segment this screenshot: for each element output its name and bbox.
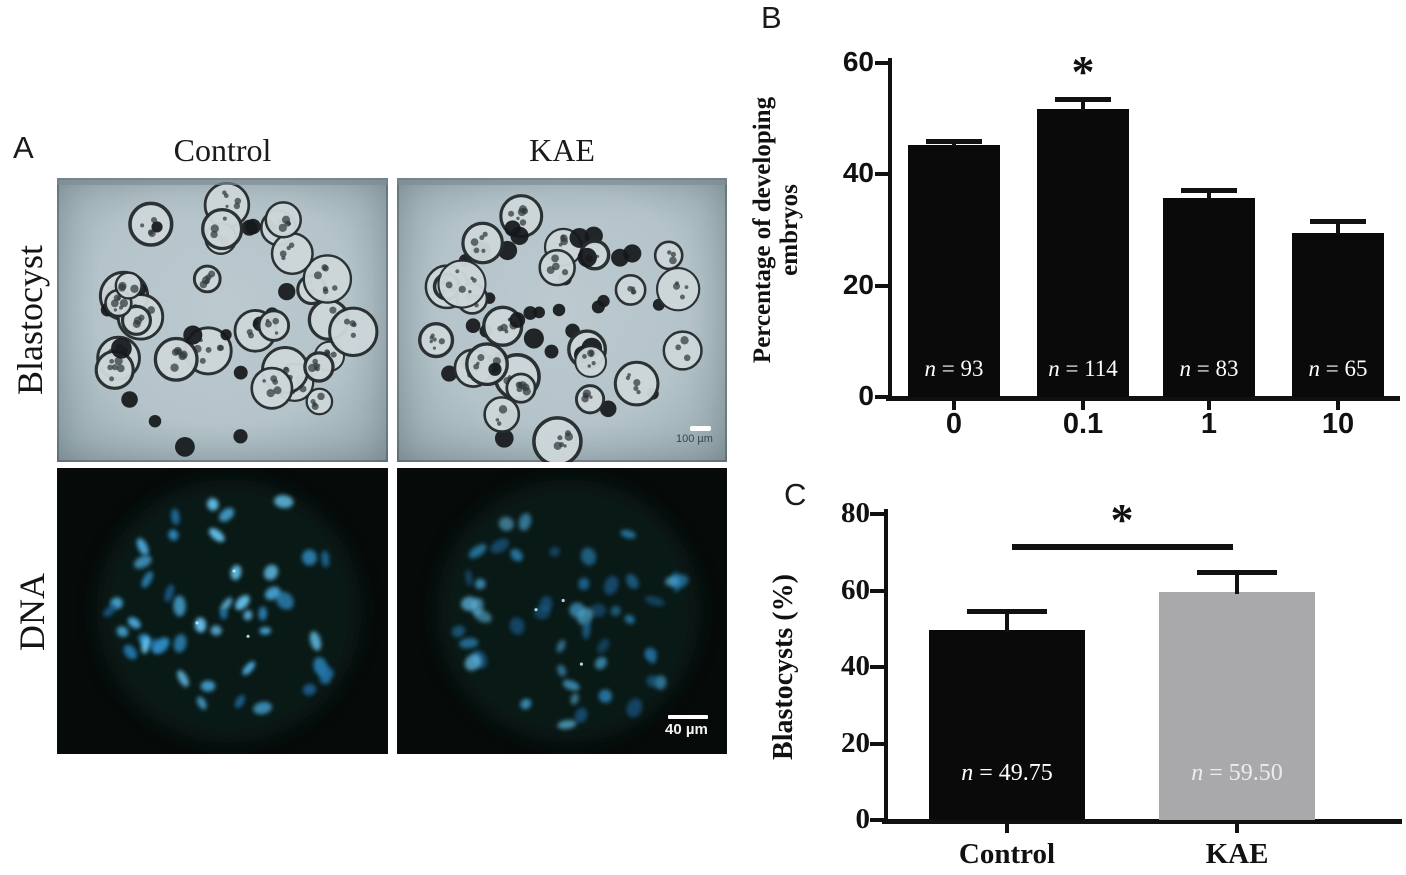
n-italic: n: [1048, 356, 1060, 381]
error-bar-cap: [1181, 188, 1237, 194]
y-tick-mark: [870, 818, 884, 822]
x-tick-mark: [1005, 824, 1009, 833]
y-tick-mark: [870, 588, 884, 593]
bar-0: [908, 145, 1000, 397]
error-bar-stem: [1336, 223, 1340, 235]
x-tick-mark: [1336, 401, 1340, 410]
error-bar-cap: [1055, 96, 1111, 102]
micrograph-edge: [397, 178, 727, 185]
scale-bar-40um-label: 40 µm: [665, 721, 708, 738]
bar-0.1: [1037, 108, 1129, 397]
y-tick-label: 40: [842, 157, 874, 189]
bar-n-label: n = 59.50: [1191, 760, 1283, 786]
y-tick-mark: [875, 283, 888, 288]
y-tick-mark: [875, 172, 888, 177]
panel-b-label: B: [761, 0, 782, 35]
column-header-control: Control: [173, 132, 272, 168]
column-header-kae: KAE: [529, 132, 595, 168]
y-axis-line: [884, 509, 888, 824]
bar-KAE: [1159, 592, 1315, 820]
bar-n-label: n = 49.75: [961, 760, 1053, 786]
significance-line: [1012, 544, 1233, 550]
y-tick-mark: [875, 60, 888, 65]
y-tick-mark: [870, 665, 884, 669]
x-tick-label: KAE: [1205, 838, 1269, 870]
bar-n-label: n = 114: [1048, 356, 1118, 381]
y-tick-label: 60: [841, 573, 870, 606]
y-tick-label: 20: [841, 726, 870, 759]
blastocyst-control-image: [94, 181, 379, 457]
micrograph-blastocyst-control: [57, 178, 388, 462]
dna-kae-image: [436, 479, 701, 743]
significance-asterisk: *: [1110, 494, 1134, 545]
bar-n-label: n = 83: [1179, 356, 1239, 381]
bar-1: [1163, 197, 1255, 397]
blastocyst-kae-image: [418, 194, 703, 462]
row-label-dna: DNA: [12, 573, 52, 651]
n-italic: n: [924, 356, 937, 381]
x-tick-mark: [952, 401, 956, 410]
error-bar-cap: [1197, 570, 1277, 576]
panel-c-label: C: [784, 477, 807, 512]
y-tick-label: 0: [858, 380, 874, 411]
significance-asterisk: *: [1071, 45, 1095, 97]
n-italic: n: [1179, 356, 1192, 381]
error-bar-stem: [1081, 100, 1085, 111]
x-tick-label: 1: [1200, 408, 1218, 440]
bar-Control: [929, 629, 1085, 820]
micrograph-dna-control: [57, 468, 388, 754]
x-tick-mark: [1207, 401, 1211, 410]
x-tick-label: 10: [1321, 408, 1355, 440]
y-tick-label: 60: [842, 45, 874, 77]
n-italic: n: [1308, 356, 1321, 381]
y-tick-mark: [870, 512, 884, 516]
scale-bar-40um: [668, 715, 708, 719]
n-italic: n: [1191, 760, 1204, 786]
x-axis-line: [882, 819, 1402, 824]
y-axis-line: [888, 58, 892, 401]
panel-b-y-axis-title: Percentage of developing embryos: [749, 96, 803, 364]
panel-c-y-axis-title: Blastocysts (%): [768, 574, 799, 760]
error-bar-cap: [1310, 219, 1366, 225]
error-bar-stem: [1005, 612, 1009, 632]
y-tick-mark: [875, 395, 888, 399]
x-tick-label: Control: [958, 838, 1056, 870]
x-tick-mark: [1235, 824, 1239, 833]
error-bar-cap: [967, 608, 1047, 614]
y-tick-label: 40: [841, 650, 870, 682]
row-label-blastocyst: Blastocyst: [10, 245, 50, 395]
error-bar-cap: [926, 138, 982, 144]
scale-bar-100um: [690, 426, 711, 431]
bar-10: [1292, 232, 1384, 397]
x-tick-label: 0.1: [1062, 408, 1104, 440]
error-bar-stem: [1235, 574, 1239, 595]
y-tick-mark: [870, 741, 884, 746]
micrograph-edge: [57, 178, 388, 185]
y-tick-label: 0: [855, 803, 871, 835]
y-tick-label: 80: [841, 497, 870, 529]
dna-control-image: [96, 479, 362, 743]
x-axis-line: [886, 396, 1400, 401]
scale-bar-100um-label: 100 µm: [676, 433, 713, 445]
x-tick-label: 0: [945, 408, 963, 440]
n-italic: n: [961, 760, 974, 786]
micrograph-dna-kae: 40 µm: [397, 468, 727, 754]
panel-a-label: A: [13, 130, 34, 165]
bar-n-label: n = 93: [924, 356, 984, 381]
error-bar-stem: [952, 142, 956, 148]
x-tick-mark: [1081, 401, 1085, 410]
error-bar-stem: [1207, 192, 1211, 200]
bar-n-label: n = 65: [1308, 356, 1368, 381]
micrograph-blastocyst-kae: 100 µm: [397, 178, 727, 462]
y-tick-label: 20: [842, 268, 874, 300]
